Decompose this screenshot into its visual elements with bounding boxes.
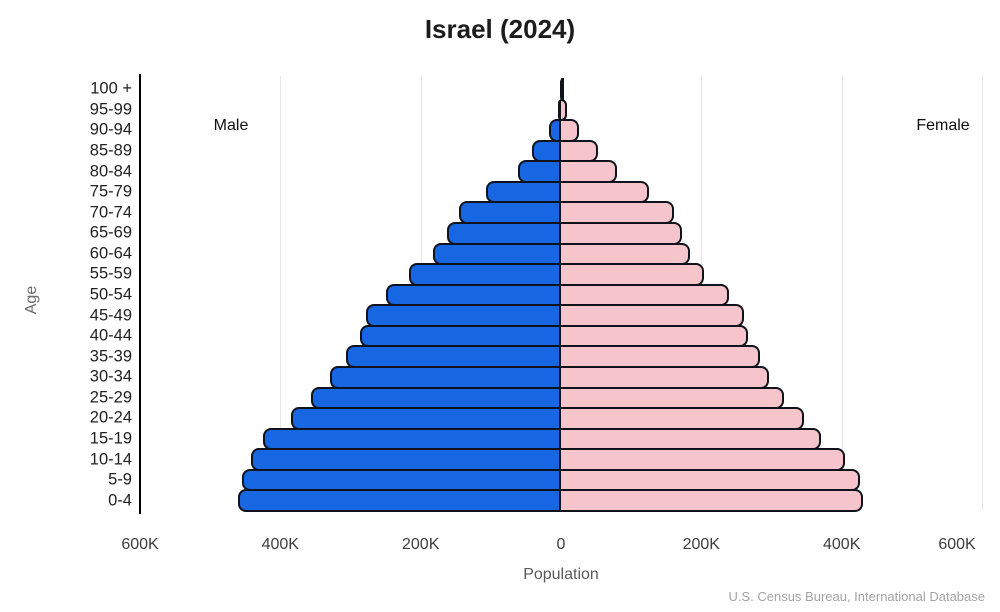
bar-female-95-99 bbox=[561, 98, 567, 122]
male-annotation: Male bbox=[213, 117, 249, 134]
bar-male-35-39 bbox=[345, 345, 561, 368]
population-tick-label: 400K bbox=[823, 536, 861, 553]
bar-male-85-89 bbox=[531, 139, 561, 163]
age-tick-label: 65-69 bbox=[89, 223, 132, 242]
page-title: Israel (2024) bbox=[424, 14, 576, 44]
bar-female-25-29 bbox=[561, 386, 785, 410]
bar-male-70-74 bbox=[458, 201, 561, 224]
age-tick-label: 25-29 bbox=[89, 388, 132, 407]
bar-female-70-74 bbox=[561, 201, 674, 224]
age-tick-label: 80-84 bbox=[89, 162, 132, 181]
bar-female-10-14 bbox=[561, 448, 846, 471]
population-tick-label: 600K bbox=[938, 536, 976, 553]
gridline bbox=[280, 76, 282, 510]
age-tick-label: 90-94 bbox=[89, 120, 132, 139]
age-tick-label: 45-49 bbox=[89, 306, 132, 325]
age-tick-label: 35-39 bbox=[89, 347, 132, 366]
age-tick-label: 15-19 bbox=[89, 429, 132, 448]
population-tick-label: 400K bbox=[261, 536, 299, 553]
bar-male-15-19 bbox=[262, 427, 561, 451]
bar-female-15-19 bbox=[561, 427, 821, 451]
source-attribution: U.S. Census Bureau, International Databa… bbox=[728, 589, 985, 604]
age-tick-label: 95-99 bbox=[89, 100, 132, 119]
gridline bbox=[841, 76, 843, 510]
population-tick-label: 600K bbox=[121, 536, 159, 553]
bar-female-20-24 bbox=[561, 407, 804, 430]
bar-male-75-79 bbox=[485, 180, 561, 204]
bar-male-5-9 bbox=[241, 468, 561, 492]
age-tick-label: 70-74 bbox=[89, 203, 132, 222]
population-tick-label: 0 bbox=[556, 536, 566, 553]
bar-female-55-59 bbox=[561, 263, 705, 286]
age-tick-label: 50-54 bbox=[89, 285, 132, 304]
population-tick-label: 200K bbox=[682, 536, 720, 553]
bar-male-20-24 bbox=[290, 407, 561, 430]
age-tick-label: 10-14 bbox=[89, 450, 132, 469]
bar-female-100+ bbox=[561, 78, 564, 101]
bar-female-80-84 bbox=[561, 160, 618, 183]
bar-female-60-64 bbox=[561, 242, 691, 266]
bar-male-45-49 bbox=[365, 304, 561, 327]
female-annotation: Female bbox=[916, 117, 970, 134]
age-tick-label: 75-79 bbox=[89, 182, 132, 201]
bar-female-75-79 bbox=[561, 180, 650, 204]
age-tick-label: 85-89 bbox=[89, 141, 132, 160]
age-tick-label: 60-64 bbox=[89, 244, 132, 263]
age-tick-label: 55-59 bbox=[89, 264, 132, 283]
bar-male-50-54 bbox=[386, 283, 561, 307]
age-tick-label: 20-24 bbox=[89, 408, 132, 427]
bar-female-0-4 bbox=[561, 489, 863, 512]
bar-female-65-69 bbox=[561, 222, 683, 245]
bar-female-45-49 bbox=[561, 304, 745, 327]
x-axis-title: Population bbox=[523, 566, 599, 583]
bar-female-90-94 bbox=[561, 119, 580, 142]
age-tick-label: 0-4 bbox=[108, 491, 132, 510]
bar-male-25-29 bbox=[311, 386, 561, 410]
bar-female-40-44 bbox=[561, 324, 749, 348]
bar-female-30-34 bbox=[561, 366, 770, 389]
bar-male-30-34 bbox=[330, 366, 561, 389]
bar-female-35-39 bbox=[561, 345, 760, 368]
y-axis-spine bbox=[139, 74, 141, 514]
bar-female-50-54 bbox=[561, 283, 730, 307]
bar-male-0-4 bbox=[238, 489, 561, 512]
bar-female-5-9 bbox=[561, 468, 860, 492]
bar-male-60-64 bbox=[432, 242, 561, 266]
bar-male-80-84 bbox=[517, 160, 561, 183]
y-axis-title: Age bbox=[23, 285, 40, 315]
bar-male-40-44 bbox=[360, 324, 561, 348]
bar-male-90-94 bbox=[549, 119, 561, 142]
age-tick-label: 40-44 bbox=[89, 326, 132, 345]
age-tick-label: 5-9 bbox=[108, 470, 132, 489]
bar-male-55-59 bbox=[408, 263, 561, 286]
bar-female-85-89 bbox=[561, 139, 598, 163]
age-tick-label: 100 + bbox=[90, 79, 132, 98]
gridline bbox=[982, 76, 983, 510]
bar-male-10-14 bbox=[250, 448, 561, 471]
age-tick-label: 30-34 bbox=[89, 367, 132, 386]
bar-male-65-69 bbox=[447, 222, 561, 245]
population-tick-label: 200K bbox=[402, 536, 440, 553]
